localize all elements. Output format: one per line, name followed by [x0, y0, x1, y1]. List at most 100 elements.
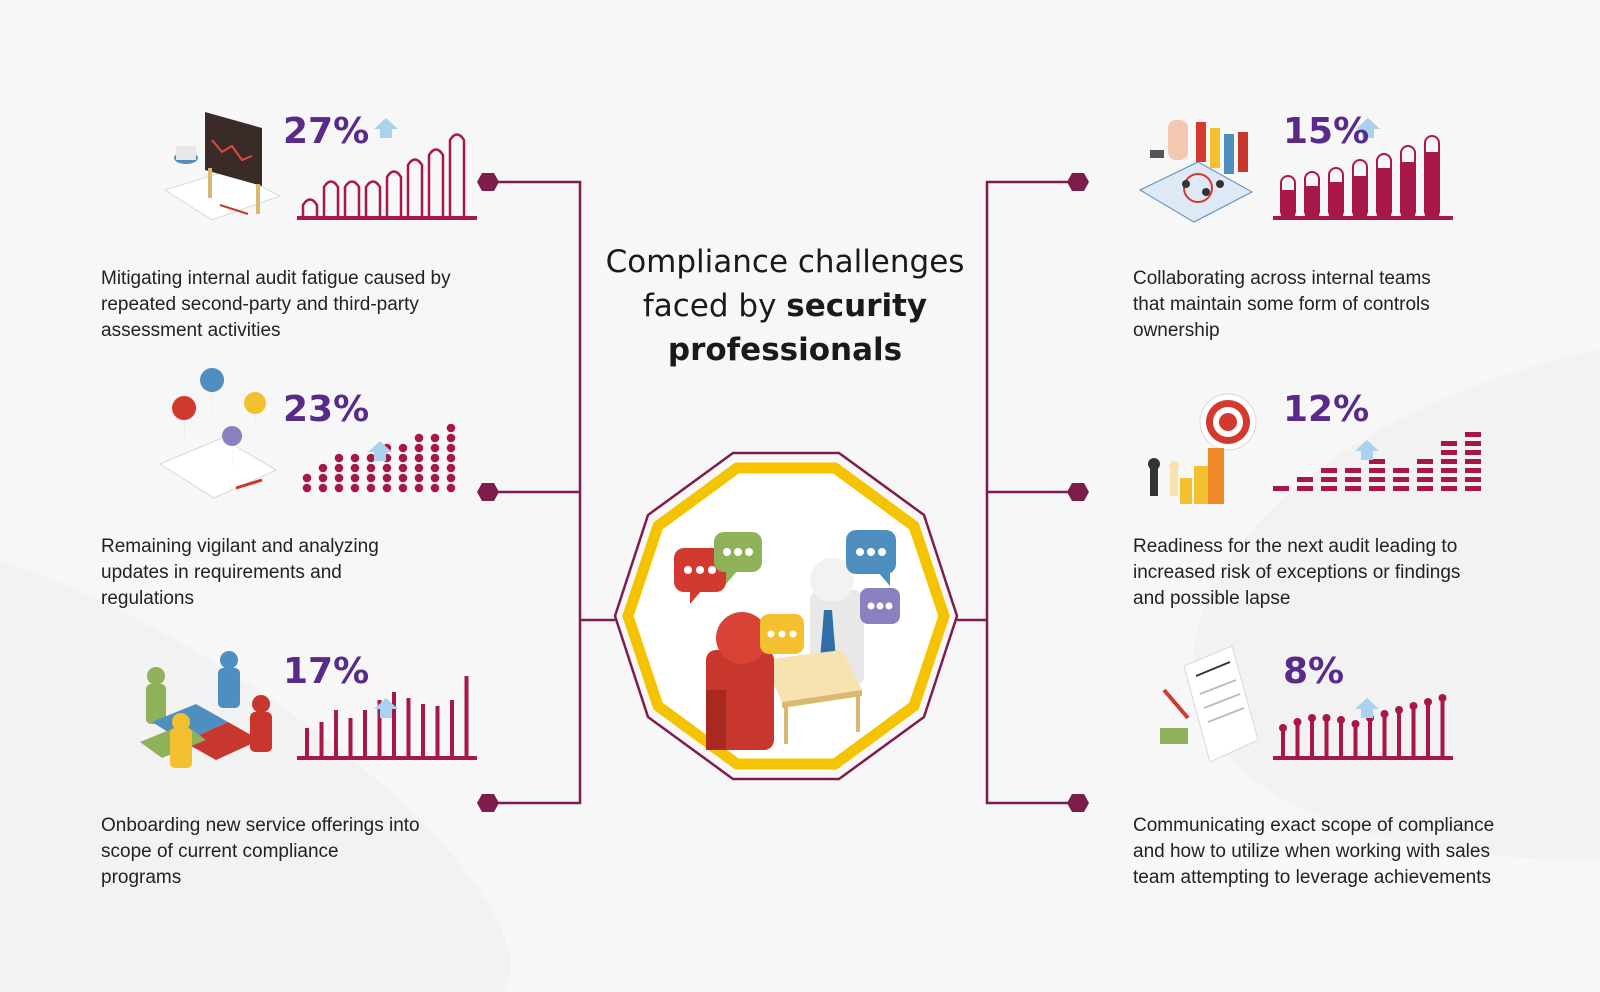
segment-mark	[1297, 486, 1313, 491]
title-line-3: professionals	[590, 328, 980, 372]
percent-label: 23%	[283, 389, 370, 430]
bar-mark	[435, 706, 440, 758]
up-arrow-icon	[368, 441, 392, 461]
segment-mark	[1393, 477, 1409, 482]
dot-mark	[446, 483, 456, 493]
segment-mark	[1465, 450, 1481, 455]
dot-mark	[430, 443, 440, 453]
item-description: Communicating exact scope of compliance …	[1133, 813, 1573, 891]
up-arrow-icon	[374, 698, 398, 718]
dot-mark	[414, 433, 424, 443]
segment-mark	[1465, 477, 1481, 482]
segment-mark	[1297, 477, 1313, 482]
segment-mark	[1345, 477, 1361, 482]
segment-mark	[1465, 486, 1481, 491]
stem-mark	[1382, 714, 1387, 758]
segment-mark	[1369, 477, 1385, 482]
title-line-2-bold: security	[786, 288, 928, 324]
dot-mark	[398, 473, 408, 483]
dot-mark	[302, 473, 312, 483]
node-dot	[477, 794, 499, 812]
stem-mark	[1368, 718, 1372, 758]
percent-label: 17%	[283, 651, 370, 692]
item-description: Collaborating across internal teams that…	[1133, 266, 1553, 344]
bar-fill	[1305, 186, 1319, 218]
dot-mark	[430, 483, 440, 493]
dot-mark	[334, 453, 344, 463]
segment-mark	[1441, 459, 1457, 464]
lollipop-head	[1293, 718, 1302, 726]
percent-label: 12%	[1283, 389, 1370, 430]
segment-mark	[1369, 459, 1385, 464]
item-description: Mitigating internal audit fatigue caused…	[101, 266, 501, 344]
description-line: Collaborating across internal teams	[1133, 268, 1431, 289]
up-arrow-icon	[1356, 118, 1380, 138]
segment-mark	[1465, 468, 1481, 473]
outer-decagon	[613, 451, 959, 781]
description-line: that maintain some form of controls	[1133, 294, 1430, 315]
description-line: regulations	[101, 588, 194, 609]
strategy-board-icon	[1138, 120, 1254, 223]
dot-mark	[446, 453, 456, 463]
lollipop-head	[1337, 716, 1345, 724]
dot-mark	[414, 463, 424, 473]
lollipop-head	[1438, 694, 1447, 702]
dot-mark	[430, 433, 440, 443]
percent-label: 8%	[1283, 651, 1345, 692]
segment-mark	[1273, 486, 1289, 491]
description-line: increased risk of exceptions or findings	[1133, 562, 1461, 583]
lollipop-head	[1380, 710, 1389, 718]
bar-mark	[348, 718, 353, 758]
lollipop-head	[1395, 706, 1403, 714]
title-line-3-bold: professionals	[667, 332, 903, 368]
percent-label: 15%	[1283, 111, 1370, 152]
dot-mark	[430, 453, 440, 463]
dot-mark	[350, 463, 360, 473]
meeting-chat-icon	[674, 530, 900, 750]
description-line: programs	[101, 867, 182, 888]
bar-mark	[363, 710, 367, 758]
bar-mark	[377, 700, 382, 758]
stem-mark	[1411, 706, 1416, 758]
lollipop-head	[1308, 714, 1316, 722]
dot-mark	[382, 463, 392, 473]
description-line: Mitigating internal audit fatigue caused…	[101, 268, 451, 289]
description-line: Onboarding new service offerings into	[101, 815, 420, 836]
segment-mark	[1441, 468, 1457, 473]
segment-mark	[1321, 468, 1337, 473]
lollipop-head	[1322, 714, 1331, 722]
description-line: ownership	[1133, 320, 1220, 341]
dot-mark	[350, 473, 360, 483]
description-line: updates in requirements and	[101, 562, 342, 583]
item-description: Onboarding new service offerings into sc…	[101, 813, 501, 891]
node-dot	[477, 173, 499, 191]
node-dot	[1067, 173, 1089, 191]
bar-mark	[406, 698, 411, 758]
dot-mark	[446, 433, 456, 443]
dot-mark	[398, 483, 408, 493]
stem-mark	[1397, 710, 1401, 758]
dot-mark	[446, 423, 456, 433]
location-pins-map-icon	[158, 368, 278, 499]
dot-mark	[446, 443, 456, 453]
segment-mark	[1465, 441, 1481, 446]
bar-fill	[1329, 182, 1343, 218]
item-description: Remaining vigilant and analyzing updates…	[101, 534, 501, 612]
description-line: repeated second-party and third-party	[101, 294, 419, 315]
segment-mark	[1393, 468, 1409, 473]
title-line-2: faced by security	[590, 284, 980, 328]
bar-fill	[1377, 168, 1391, 218]
segment-mark	[1417, 486, 1433, 491]
presentation-board-icon	[163, 112, 282, 221]
item-description: Readiness for the next audit leading to …	[1133, 534, 1553, 612]
description-line: Communicating exact scope of compliance	[1133, 815, 1495, 836]
segment-mark	[1441, 486, 1457, 491]
lollipop-head	[1351, 720, 1360, 728]
bar-mark	[319, 722, 324, 758]
segment-mark	[1417, 477, 1433, 482]
dot-mark	[398, 463, 408, 473]
